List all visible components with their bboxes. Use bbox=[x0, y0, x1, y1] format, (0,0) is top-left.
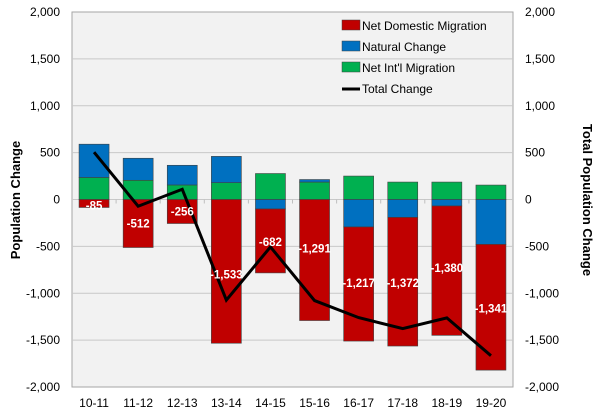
data-label: -1,380 bbox=[431, 263, 464, 275]
bar-net-int-l-migration-11-12 bbox=[122, 179, 154, 200]
legend-label: Natural Change bbox=[362, 40, 446, 54]
y2-tick-label: -1,500 bbox=[525, 333, 559, 347]
bar-net-int-l-migration-17-18 bbox=[387, 181, 419, 200]
bar-natural-change-18-19 bbox=[431, 199, 463, 207]
data-label: -1,291 bbox=[298, 243, 331, 255]
bar-net-domestic-migration-16-17 bbox=[343, 226, 374, 342]
y-tick-label: 500 bbox=[40, 146, 60, 160]
bar-net-domestic-migration-18-19 bbox=[431, 205, 463, 336]
data-label: -1,341 bbox=[475, 303, 508, 315]
y2-tick-label: -2,000 bbox=[525, 380, 559, 394]
legend-label: Net Int'l Migration bbox=[362, 61, 455, 75]
y2-axis-title: Total Population Change bbox=[580, 124, 595, 276]
bar-natural-change-13-14 bbox=[211, 156, 242, 183]
data-label: -1,217 bbox=[342, 278, 375, 290]
bar-net-domestic-migration-19-20 bbox=[475, 244, 507, 371]
bar-net-int-l-migration-14-15 bbox=[255, 173, 286, 200]
y2-tick-label: 1,000 bbox=[525, 99, 555, 113]
x-tick-label: 14-15 bbox=[255, 396, 286, 410]
y-axis-title: Population Change bbox=[8, 141, 23, 259]
bar-natural-change-12-13 bbox=[166, 164, 198, 186]
y-tick-label: -500 bbox=[36, 239, 60, 253]
data-labels: -85-512-256-1,533-682-1,291-1,217 -1,372-… bbox=[86, 201, 508, 316]
y-tick-label: 1,000 bbox=[30, 99, 60, 113]
bar-net-int-l-migration-13-14 bbox=[211, 182, 242, 200]
bar-net-int-l-migration-19-20 bbox=[475, 184, 507, 200]
data-label: -682 bbox=[259, 237, 282, 249]
legend-swatch bbox=[341, 19, 361, 31]
bar-net-domestic-migration-15-16 bbox=[299, 199, 330, 321]
y2-tick-label: 1,500 bbox=[525, 52, 555, 66]
legend-swatch bbox=[341, 61, 361, 73]
y-tick-label: -1,500 bbox=[26, 333, 60, 347]
x-tick-label: 13-14 bbox=[211, 396, 242, 410]
bar-natural-change-14-15 bbox=[255, 199, 286, 210]
bar-net-int-l-migration-16-17 bbox=[343, 175, 374, 200]
bar-net-domestic-migration-10-11 bbox=[78, 199, 110, 208]
bar-net-int-l-migration-18-19 bbox=[431, 181, 463, 200]
x-tick-label: 18-19 bbox=[431, 396, 462, 410]
y2-tick-label: 0 bbox=[525, 193, 532, 207]
x-axis-ticks: 10-11 11-12 12-13 13-14 14-15 15-16 16-17 17-18… bbox=[79, 396, 506, 410]
y2-tick-label: 2,000 bbox=[525, 5, 555, 19]
y-axis-left-ticks: 2,000 1,500 1,000 500 0 -500 -1,000 -1,500 -2,00… bbox=[26, 5, 60, 394]
x-tick-label: 10-11 bbox=[79, 396, 109, 410]
bar-natural-change-15-16 bbox=[299, 179, 330, 183]
y-tick-label: 2,000 bbox=[30, 5, 60, 19]
total-change-line bbox=[92, 151, 492, 357]
data-label: -85 bbox=[86, 201, 103, 213]
y2-tick-label: 500 bbox=[525, 146, 545, 160]
bars bbox=[78, 143, 507, 371]
legend-label: Net Domestic Migration bbox=[362, 19, 487, 33]
data-label: -1,372 bbox=[386, 278, 419, 290]
legend: Net Domestic Migration Natural Change Net … bbox=[341, 19, 487, 96]
y-tick-label: -2,000 bbox=[26, 380, 60, 394]
bar-natural-change-17-18 bbox=[387, 199, 419, 218]
x-tick-label: 17-18 bbox=[387, 396, 418, 410]
y-axis-right-ticks: 2,000 1,500 1,000 500 0 -500 -1,000 -1,500 -2,00… bbox=[525, 5, 559, 394]
legend-swatch bbox=[341, 40, 361, 52]
bar-natural-change-10-11 bbox=[78, 143, 110, 178]
bar-net-int-l-migration-10-11 bbox=[78, 177, 110, 200]
data-label: -1,533 bbox=[210, 270, 243, 282]
y-tick-label: 1,500 bbox=[30, 52, 60, 66]
x-tick-label: 16-17 bbox=[343, 396, 374, 410]
y2-tick-label: -1,000 bbox=[525, 286, 559, 300]
y2-tick-label: -500 bbox=[525, 239, 549, 253]
x-tick-label: 19-20 bbox=[476, 396, 507, 410]
y-tick-label: -1,000 bbox=[26, 286, 60, 300]
legend-label: Total Change bbox=[362, 82, 433, 96]
data-label: -256 bbox=[171, 207, 194, 219]
bar-natural-change-11-12 bbox=[122, 157, 154, 181]
bar-natural-change-16-17 bbox=[343, 199, 374, 228]
x-tick-label: 12-13 bbox=[167, 396, 198, 410]
y-tick-label: 0 bbox=[53, 193, 60, 207]
x-tick-label: 11-12 bbox=[123, 396, 153, 410]
bar-net-int-l-migration-15-16 bbox=[299, 181, 330, 200]
line-total-change bbox=[92, 151, 492, 357]
bar-natural-change-19-20 bbox=[475, 199, 507, 245]
bar-net-domestic-migration-14-15 bbox=[255, 208, 286, 274]
x-tick-label: 15-16 bbox=[299, 396, 330, 410]
data-label: -512 bbox=[127, 219, 150, 231]
